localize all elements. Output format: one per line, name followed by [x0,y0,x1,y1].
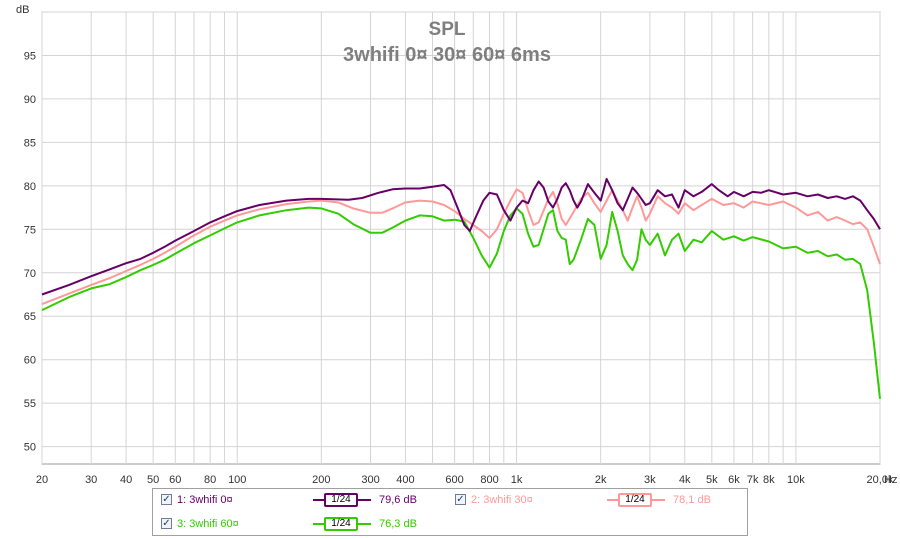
series-1-curve [41,177,881,296]
legend: ✓ 1: 3whifi 0¤ 1/24 79,6 dB ✓ 2: 3whifi … [152,488,748,536]
x-tick-label: 400 [396,474,414,486]
legend-item-3: ✓ 3: 3whifi 60¤ 1/24 76,3 dB [161,514,461,534]
series-2-name: 2: 3whifi 30¤ [471,494,533,506]
x-tick-label: 100 [228,474,246,486]
y-tick-label: 55 [24,398,36,410]
grid [41,11,881,464]
y-tick-label: 50 [24,442,36,454]
x-tick-label: 50 [147,474,159,486]
series-2-value: 78,1 dB [673,494,711,506]
y-tick-label: 75 [24,224,36,236]
series-2-smoothing[interactable]: 1/24 [607,493,665,507]
legend-item-1: ✓ 1: 3whifi 0¤ 1/24 79,6 dB [161,490,461,510]
y-tick-label: 90 [24,94,36,106]
y-tick-label: 70 [24,268,36,280]
x-tick-label: 20,0k [867,474,894,486]
series-1-value: 79,6 dB [379,494,417,506]
x-tick-labels: 20 30 40 50 60 80 100 200 300 400 600 800 1k 2k 3k 4k 5k… [36,474,894,486]
y-tick-label: 80 [24,181,36,193]
x-tick-label: 7k [747,474,759,486]
x-tick-label: 4k [679,474,691,486]
series-3-checkbox[interactable]: ✓ [161,518,172,529]
series-1-name: 1: 3whifi 0¤ [177,494,233,506]
series-3-smoothing[interactable]: 1/24 [313,517,371,531]
spl-chart: 50 55 60 65 70 75 80 85 90 95 20 30 40 50 60 80 100 200 3… [16,4,897,486]
series-3-name: 3: 3whifi 60¤ [177,518,239,530]
x-tick-label: 20 [36,474,48,486]
x-tick-label: 2k [595,474,607,486]
x-axis-label: Hz [884,474,897,486]
series-3-value: 76,3 dB [379,518,417,530]
series-2-checkbox[interactable]: ✓ [455,494,466,505]
legend-item-2: ✓ 2: 3whifi 30¤ 1/24 78,1 dB [455,490,745,510]
y-tick-labels: 50 55 60 65 70 75 80 85 90 95 [24,50,36,453]
x-tick-label: 3k [644,474,656,486]
x-tick-label: 600 [445,474,463,486]
series-3-curve [41,206,881,399]
series-1-smoothing[interactable]: 1/24 [313,493,371,507]
x-tick-label: 1k [511,474,523,486]
curves [41,177,881,399]
x-tick-label: 200 [312,474,330,486]
x-tick-label: 300 [361,474,379,486]
x-tick-label: 30 [85,474,97,486]
x-tick-label: 800 [480,474,498,486]
y-tick-label: 65 [24,311,36,323]
x-tick-label: 5k [706,474,718,486]
series-2-curve [41,188,881,306]
x-tick-label: 8k [763,474,775,486]
y-tick-label: 95 [24,50,36,62]
x-tick-label: 40 [120,474,132,486]
x-tick-label: 6k [728,474,740,486]
y-tick-label: 60 [24,355,36,367]
x-tick-label: 60 [169,474,181,486]
chart-title: SPL [429,19,466,40]
x-tick-label: 80 [204,474,216,486]
x-tick-label: 10k [787,474,805,486]
y-tick-label: 85 [24,137,36,149]
series-1-checkbox[interactable]: ✓ [161,494,172,505]
chart-subtitle: 3whifi 0¤ 30¤ 60¤ 6ms [343,44,551,66]
y-axis-label: dB [16,4,29,16]
